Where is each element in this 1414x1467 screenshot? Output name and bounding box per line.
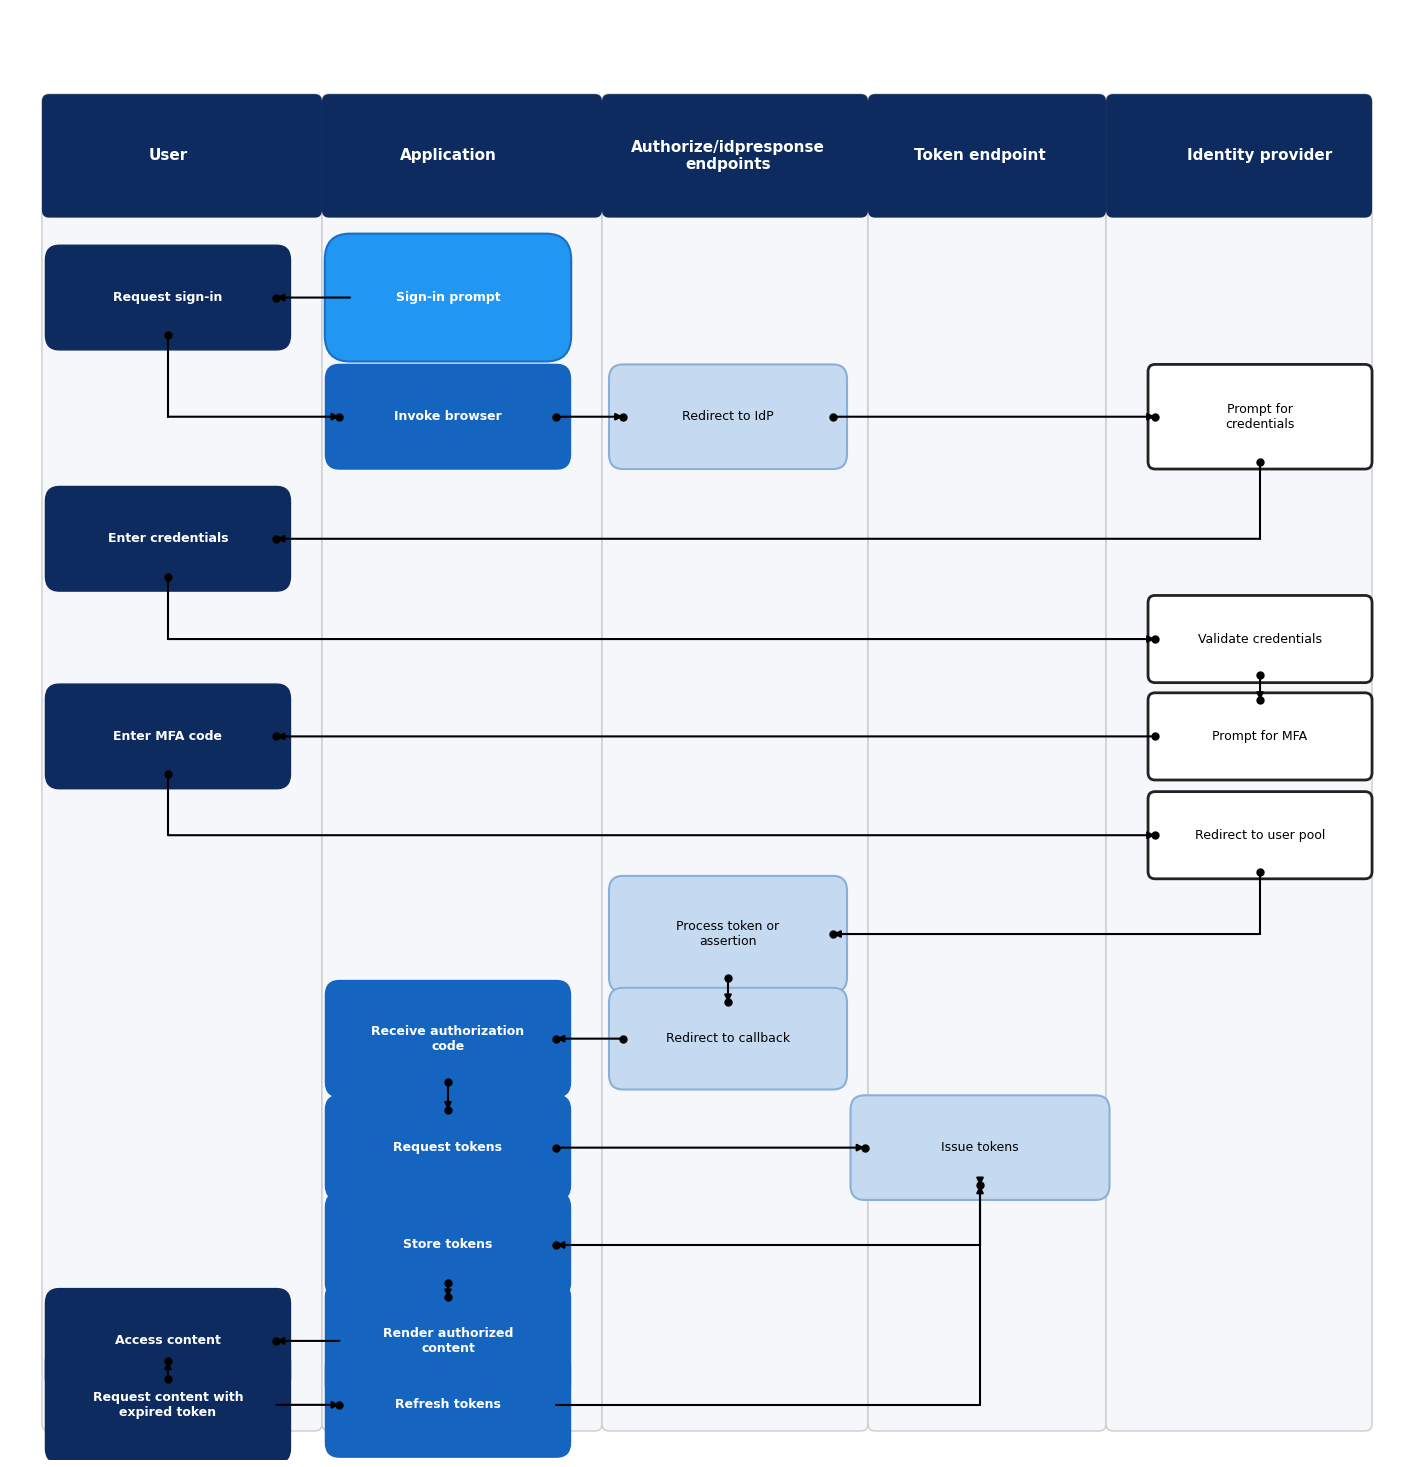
Text: Enter credentials: Enter credentials: [107, 533, 228, 546]
Text: User: User: [148, 148, 188, 163]
FancyBboxPatch shape: [322, 94, 602, 217]
FancyBboxPatch shape: [850, 1096, 1110, 1200]
Text: Prompt for
credentials: Prompt for credentials: [1226, 403, 1295, 431]
FancyBboxPatch shape: [325, 364, 570, 469]
Text: Request content with
expired token: Request content with expired token: [93, 1391, 243, 1419]
FancyBboxPatch shape: [602, 94, 868, 1430]
FancyBboxPatch shape: [42, 94, 322, 1430]
Text: Access content: Access content: [115, 1335, 221, 1347]
Text: Authorize/idpresponse
endpoints: Authorize/idpresponse endpoints: [631, 139, 824, 172]
Text: Process token or
assertion: Process token or assertion: [676, 920, 779, 948]
FancyBboxPatch shape: [45, 684, 290, 789]
FancyBboxPatch shape: [868, 94, 1106, 217]
FancyBboxPatch shape: [45, 1347, 290, 1463]
FancyBboxPatch shape: [42, 94, 322, 217]
FancyBboxPatch shape: [325, 233, 571, 361]
FancyBboxPatch shape: [45, 245, 290, 349]
Text: Issue tokens: Issue tokens: [942, 1141, 1019, 1155]
Text: Validate credentials: Validate credentials: [1198, 632, 1322, 645]
FancyBboxPatch shape: [1148, 596, 1372, 682]
FancyBboxPatch shape: [322, 94, 602, 1430]
FancyBboxPatch shape: [1148, 692, 1372, 780]
Text: Identity provider: Identity provider: [1188, 148, 1332, 163]
Text: Token endpoint: Token endpoint: [913, 148, 1046, 163]
FancyBboxPatch shape: [325, 1096, 570, 1200]
FancyBboxPatch shape: [325, 980, 570, 1097]
FancyBboxPatch shape: [45, 1288, 290, 1394]
FancyBboxPatch shape: [325, 1353, 570, 1457]
Text: Request sign-in: Request sign-in: [113, 290, 222, 304]
FancyBboxPatch shape: [602, 94, 868, 217]
Text: Redirect to callback: Redirect to callback: [666, 1033, 790, 1045]
Text: Prompt for MFA: Prompt for MFA: [1212, 731, 1308, 742]
FancyBboxPatch shape: [609, 364, 847, 469]
Text: Receive authorization
code: Receive authorization code: [372, 1024, 525, 1053]
FancyBboxPatch shape: [1106, 94, 1372, 217]
FancyBboxPatch shape: [1106, 94, 1372, 1430]
Text: Enter MFA code: Enter MFA code: [113, 731, 222, 742]
Text: Redirect to user pool: Redirect to user pool: [1195, 829, 1325, 842]
FancyBboxPatch shape: [1148, 792, 1372, 879]
FancyBboxPatch shape: [45, 487, 290, 591]
Text: Render authorized
content: Render authorized content: [383, 1326, 513, 1356]
FancyBboxPatch shape: [609, 876, 847, 992]
Text: Sign-in prompt: Sign-in prompt: [396, 290, 501, 304]
Text: Invoke browser: Invoke browser: [395, 411, 502, 422]
FancyBboxPatch shape: [868, 94, 1106, 1430]
FancyBboxPatch shape: [609, 987, 847, 1090]
Text: Redirect to IdP: Redirect to IdP: [682, 411, 773, 422]
Text: Application: Application: [400, 148, 496, 163]
Text: Store tokens: Store tokens: [403, 1238, 492, 1251]
FancyBboxPatch shape: [325, 1282, 570, 1400]
Text: Request tokens: Request tokens: [393, 1141, 502, 1155]
FancyBboxPatch shape: [325, 1193, 570, 1297]
Text: Refresh tokens: Refresh tokens: [395, 1398, 501, 1411]
FancyBboxPatch shape: [1148, 364, 1372, 469]
